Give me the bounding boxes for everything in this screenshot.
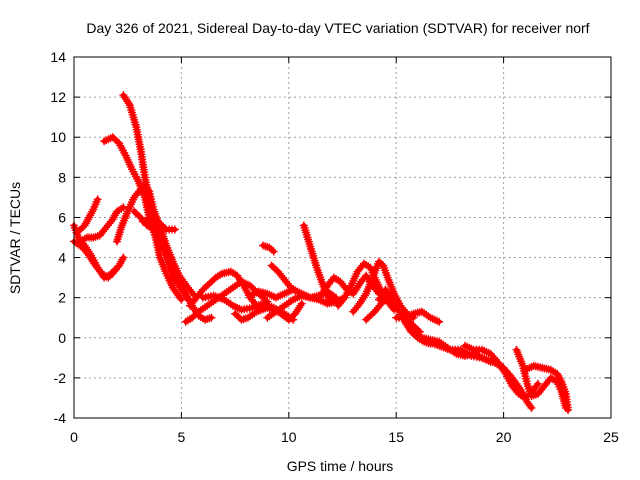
series-sat-u (349, 257, 418, 322)
series-sat-m (231, 299, 306, 324)
y-tick-label: 6 (58, 209, 66, 225)
x-axis-label: GPS time / hours (287, 458, 394, 474)
x-tick-label: 10 (281, 429, 297, 445)
grid-lines (74, 57, 611, 418)
x-tick-label: 0 (70, 429, 78, 445)
series-sat-b (100, 133, 186, 304)
chart-title: Day 326 of 2021, Sidereal Day-to-day VTE… (86, 20, 589, 36)
x-tick-label: 20 (496, 429, 512, 445)
series-markers (259, 241, 278, 256)
series-markers (521, 361, 573, 414)
y-tick-label: 12 (50, 89, 66, 105)
data-series (70, 91, 573, 414)
series-markers (138, 215, 179, 234)
y-tick-label: 0 (58, 330, 66, 346)
axis-ticks: 0 5 10 15 20 25 -4 -2 0 2 4 6 8 10 12 14 (50, 49, 619, 445)
series-markers (70, 237, 119, 282)
series-sat-i (138, 215, 179, 234)
series-markers (267, 261, 302, 296)
series-sat-p (259, 241, 278, 256)
y-tick-label: 10 (50, 129, 66, 145)
series-sat-x (392, 307, 444, 326)
y-tick-label: -4 (54, 410, 67, 426)
series-sat-r (267, 261, 302, 296)
series-markers (392, 307, 444, 326)
x-tick-label: 15 (388, 429, 404, 445)
y-tick-label: 14 (50, 49, 66, 65)
series-sat-e (74, 195, 102, 236)
series-sat-k (181, 277, 272, 326)
series-markers (74, 195, 102, 236)
y-tick-label: 4 (58, 250, 66, 266)
series-sat-d (70, 237, 119, 282)
y-tick-label: 2 (58, 290, 66, 306)
x-tick-label: 5 (178, 429, 186, 445)
y-tick-label: -2 (54, 370, 67, 386)
y-tick-label: 8 (58, 169, 66, 185)
plot-area-frame (73, 56, 612, 419)
x-tick-label: 25 (603, 429, 619, 445)
series-sat-f (76, 203, 128, 246)
series-markers (349, 257, 418, 322)
series-sat-cc (521, 361, 573, 414)
y-axis-label: SDTVAR / TECUs (7, 182, 23, 294)
series-markers (76, 203, 128, 246)
